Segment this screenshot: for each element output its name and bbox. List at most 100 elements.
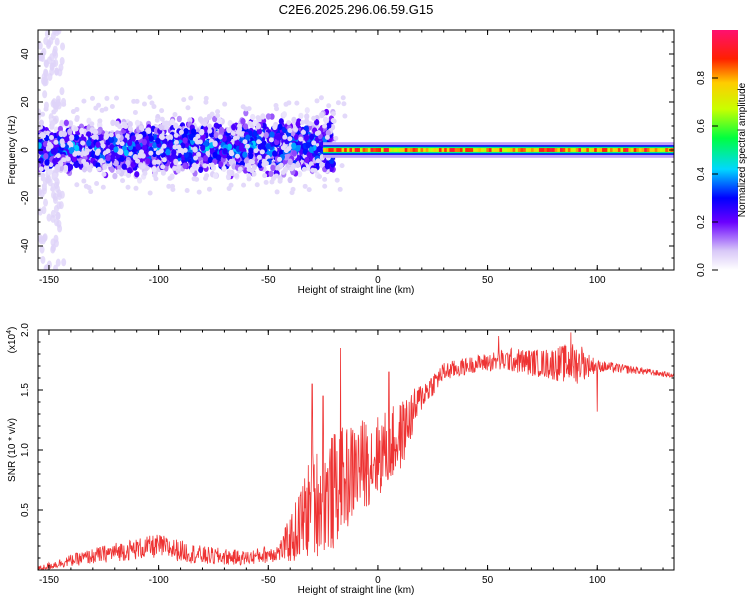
noise-blob xyxy=(273,103,279,109)
noise-blob xyxy=(123,149,129,157)
noise-blob xyxy=(42,140,49,148)
noise-blob xyxy=(44,264,50,270)
noise-blob xyxy=(295,161,301,169)
spectrogram-panel: -150 -100 -50 0 50 100 -40 -20 0 20 40 Height of … xyxy=(7,29,675,296)
tone-core xyxy=(646,148,650,152)
noise-blob xyxy=(72,151,78,157)
noise-blob xyxy=(98,158,104,164)
noise-blob xyxy=(304,113,310,120)
tone-core xyxy=(412,148,416,152)
noise-blob xyxy=(311,115,317,121)
noise-blob xyxy=(226,143,233,151)
noise-blob xyxy=(282,134,288,140)
noise-blob xyxy=(322,123,328,129)
noise-blob xyxy=(287,176,293,184)
noise-blob xyxy=(117,124,123,130)
tone-core xyxy=(549,148,553,152)
noise-blob xyxy=(314,119,320,126)
noise-blob xyxy=(212,172,219,179)
noise-blob xyxy=(42,78,48,87)
noise-blob xyxy=(231,123,237,131)
noise-blob xyxy=(113,159,119,167)
tone-core xyxy=(631,148,635,152)
tone-core xyxy=(404,148,408,152)
noise-blob xyxy=(286,120,292,126)
noise-blob xyxy=(125,184,131,190)
tone-core xyxy=(641,148,645,152)
snr-y-ticks: 0.5 1.0 1.5 2.0 xyxy=(20,323,674,559)
tone-core xyxy=(428,148,432,152)
noise-blob xyxy=(135,143,141,151)
noise-blob xyxy=(226,169,232,176)
noise-blob xyxy=(247,120,253,126)
noise-blob xyxy=(304,107,310,114)
tone-core xyxy=(578,148,582,152)
noise-blob xyxy=(38,157,44,164)
spectrogram-y-axis-label: Frequency (Hz) xyxy=(7,116,18,185)
snr-y-axis-label: SNR (10 * v/v) xyxy=(7,418,18,482)
tone-core xyxy=(591,148,595,152)
tone-core xyxy=(438,148,442,152)
noise-blob xyxy=(134,98,140,104)
noise-blob xyxy=(291,150,298,157)
noise-blob xyxy=(93,129,99,135)
colorbar: 0.0 0.2 0.4 0.6 0.8 Normalized spectral ampl… xyxy=(696,30,748,277)
noise-blob xyxy=(182,147,188,153)
noise-blob xyxy=(155,159,161,165)
noise-blob xyxy=(330,118,336,124)
noise-blob xyxy=(49,124,55,130)
colorbar-tick-label: 0.8 xyxy=(696,71,707,85)
tone-core xyxy=(517,148,521,152)
noise-blob xyxy=(153,176,159,182)
noise-blob xyxy=(38,41,43,50)
noise-blob xyxy=(63,119,69,127)
noise-blob xyxy=(74,182,80,188)
noise-blob xyxy=(184,187,190,193)
noise-blob xyxy=(274,189,280,195)
tone-core xyxy=(609,148,613,152)
noise-blob xyxy=(40,176,46,182)
noise-blob xyxy=(183,127,189,135)
noise-blob xyxy=(202,155,209,162)
noise-blob xyxy=(105,148,111,154)
noise-blob xyxy=(249,159,255,165)
noise-blob xyxy=(218,160,224,168)
noise-blob xyxy=(55,258,61,267)
noise-blob xyxy=(294,100,300,106)
tone-core xyxy=(649,148,653,152)
noise-blob xyxy=(155,137,161,145)
tone-core xyxy=(481,148,485,152)
noise-blob xyxy=(38,187,43,196)
tone-core xyxy=(465,148,469,152)
tone-core xyxy=(341,148,345,152)
colorbar-tick-label: 0.6 xyxy=(696,119,707,133)
tone-core xyxy=(357,148,361,152)
tone-core xyxy=(330,148,334,152)
noise-blob xyxy=(193,155,199,161)
noise-blob xyxy=(43,164,50,171)
noise-blob xyxy=(190,128,197,135)
tone-core xyxy=(665,148,669,152)
tone-core xyxy=(470,148,474,152)
noise-blob xyxy=(171,149,177,156)
noise-blob xyxy=(248,152,254,160)
noise-blob xyxy=(109,166,115,173)
noise-blob xyxy=(322,116,329,123)
x-tick-label: -50 xyxy=(261,275,276,286)
x-tick-label: -150 xyxy=(39,575,59,586)
noise-blob xyxy=(191,176,197,182)
x-tick-label: 50 xyxy=(482,275,494,286)
noise-blob xyxy=(272,123,278,131)
tone-core xyxy=(496,148,500,152)
tone-core xyxy=(499,148,503,152)
tone-core xyxy=(362,148,366,152)
noise-blob xyxy=(160,164,166,170)
noise-blob xyxy=(50,245,56,254)
noise-blob xyxy=(74,114,80,120)
noise-blob xyxy=(50,32,56,41)
noise-blob xyxy=(243,106,249,112)
noise-blob xyxy=(314,130,320,136)
noise-blob xyxy=(228,158,234,166)
noise-blob xyxy=(307,121,313,127)
noise-blob xyxy=(161,157,167,163)
